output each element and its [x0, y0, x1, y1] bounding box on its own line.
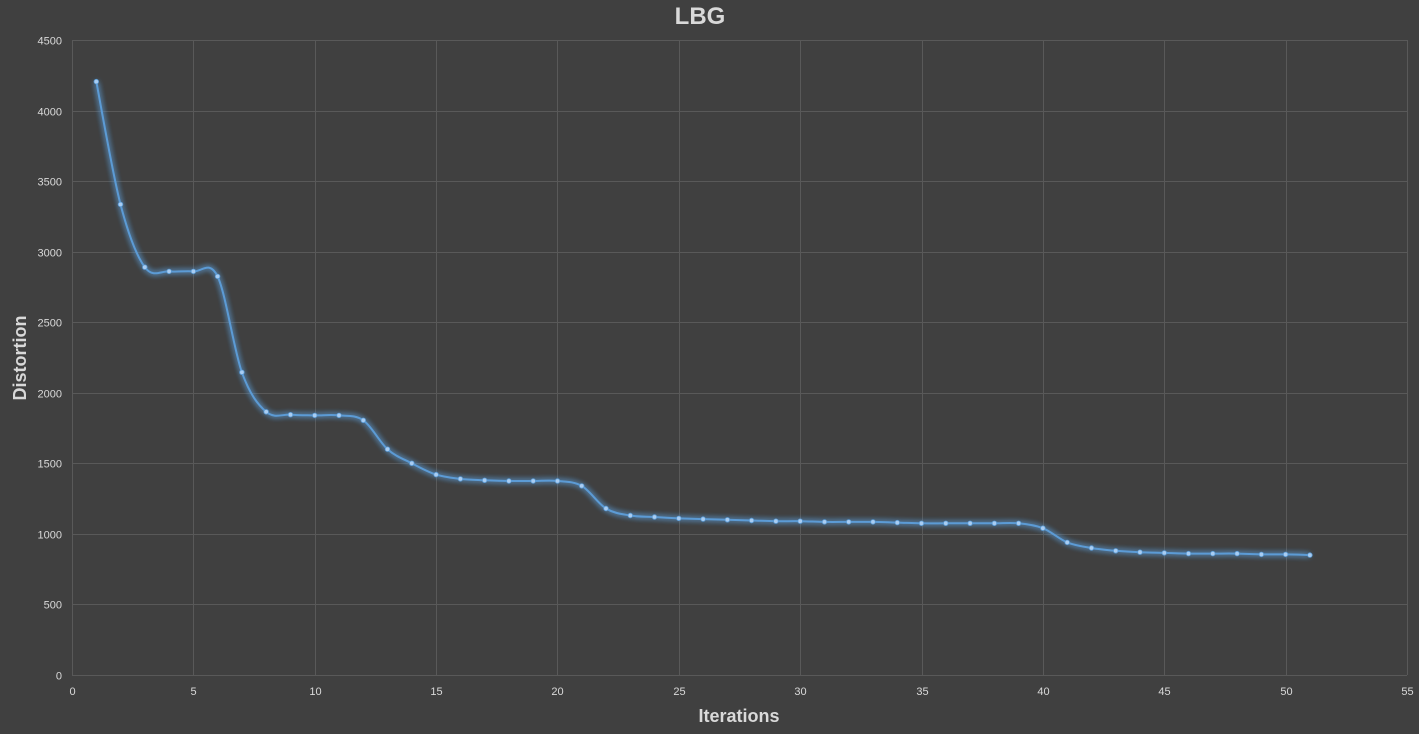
y-tick-label: 4000 — [38, 107, 62, 119]
y-tick-label: 1000 — [38, 530, 62, 542]
data-point — [1161, 550, 1167, 556]
x-tick-label: 30 — [794, 686, 806, 698]
data-point — [336, 412, 342, 419]
data-point — [773, 518, 779, 524]
data-point — [433, 471, 439, 478]
data-point — [214, 273, 221, 280]
y-tick-label: 4500 — [38, 36, 62, 48]
data-point — [142, 264, 148, 270]
y-axis-title: Distortion — [10, 316, 30, 401]
data-point — [457, 476, 464, 482]
data-point — [239, 369, 245, 375]
data-point — [384, 446, 391, 452]
data-point — [991, 520, 998, 526]
data-point — [700, 516, 706, 522]
data-point — [724, 517, 731, 523]
y-tick-label: 3000 — [38, 248, 62, 260]
x-tick-label: 55 — [1401, 686, 1413, 698]
data-point — [530, 478, 536, 484]
data-point — [1040, 525, 1046, 531]
y-tick-label: 2000 — [38, 389, 62, 401]
x-tick-label: 20 — [551, 686, 563, 698]
data-point — [312, 412, 318, 419]
x-tick-label: 10 — [309, 686, 321, 698]
y-axis-ticks: 0 500 1000 1500 2000 2500 3000 3500 4000 4500 — [38, 36, 62, 683]
data-point — [797, 518, 803, 524]
data-point — [1015, 520, 1022, 526]
data-point — [1282, 551, 1289, 558]
data-point — [190, 268, 197, 275]
data-point — [263, 409, 269, 415]
y-tick-label: 3500 — [38, 177, 62, 189]
data-point — [93, 78, 99, 85]
x-tick-label: 5 — [190, 686, 196, 698]
data-point — [1258, 551, 1265, 558]
data-point — [409, 460, 415, 466]
data-point — [846, 519, 852, 525]
data-point — [918, 520, 925, 526]
data-point — [579, 483, 585, 489]
data-point — [481, 477, 488, 483]
data-point — [1307, 552, 1313, 558]
y-tick-label: 500 — [44, 600, 62, 612]
data-point — [117, 201, 124, 208]
data-point — [554, 478, 561, 484]
data-point — [166, 268, 172, 275]
x-tick-label: 25 — [673, 686, 685, 698]
data-point — [943, 520, 949, 526]
data-point — [287, 412, 294, 418]
x-axis-ticks: 0 5 10 15 20 25 30 35 40 45 50 55 — [69, 686, 1413, 698]
data-point — [1137, 549, 1143, 555]
x-axis-title: Iterations — [698, 706, 779, 726]
data-point — [1185, 550, 1192, 557]
data-point — [1088, 545, 1095, 551]
data-point — [1234, 550, 1240, 557]
data-point — [894, 519, 900, 526]
data-point — [967, 520, 973, 526]
data-point — [603, 505, 609, 512]
data-point — [360, 417, 366, 423]
data-point — [748, 517, 755, 524]
x-tick-label: 40 — [1037, 686, 1049, 698]
series-line — [95, 81, 1310, 557]
x-tick-label: 15 — [430, 686, 442, 698]
series-layer — [93, 78, 1313, 558]
gridlines — [72, 40, 1408, 676]
data-point — [627, 512, 633, 519]
data-point — [1064, 539, 1070, 546]
data-point — [870, 519, 876, 525]
x-tick-label: 45 — [1158, 686, 1170, 698]
data-point — [506, 478, 512, 484]
data-point — [1112, 548, 1119, 554]
y-tick-label: 2500 — [38, 318, 62, 330]
x-tick-label: 35 — [916, 686, 928, 698]
x-tick-label: 0 — [69, 686, 75, 698]
data-point — [821, 519, 828, 525]
data-point — [651, 514, 658, 520]
x-tick-label: 50 — [1280, 686, 1292, 698]
chart-title: LBG — [675, 3, 726, 30]
data-point — [676, 515, 682, 522]
y-tick-label: 0 — [56, 671, 62, 683]
y-tick-label: 1500 — [38, 459, 62, 471]
data-point — [1210, 550, 1216, 557]
